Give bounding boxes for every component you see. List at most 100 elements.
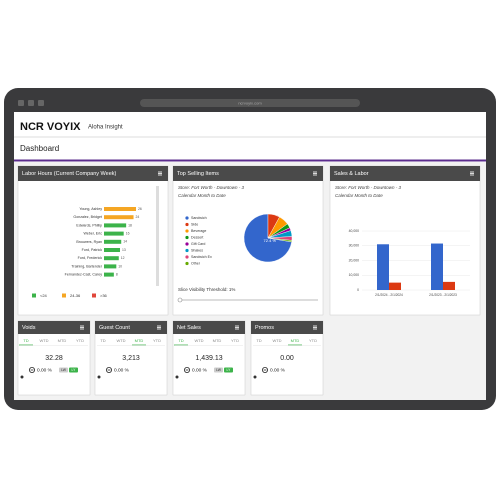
value-label: 8 (116, 272, 118, 276)
badge-label: LW (61, 368, 67, 372)
tab[interactable]: MTD (213, 338, 222, 343)
value-label: 12 (121, 256, 125, 260)
bar (104, 256, 119, 261)
browser-icon (28, 100, 34, 106)
legend-label: Side (191, 222, 198, 226)
panel (17, 165, 169, 316)
kpi-value: 1,439.13 (195, 355, 222, 362)
legend-label: Dessert (191, 235, 203, 239)
legend-dot (185, 242, 189, 246)
employee-name: Ford, Patrick (82, 248, 103, 252)
y-tick-label: 10,000 (349, 273, 359, 277)
legend-swatch (62, 293, 66, 298)
panel-title: Sales & Labor (334, 171, 369, 177)
panel-header (173, 166, 323, 181)
employee-name: Ford, Frederick (78, 256, 103, 260)
url-bar[interactable] (140, 99, 360, 107)
badge-label: LW (216, 368, 222, 372)
legend-dot (185, 261, 189, 266)
slider-knob[interactable] (177, 297, 183, 303)
bar (104, 215, 134, 220)
subtitle: Store: Fort Worth - Downtown - 3 (178, 185, 245, 190)
kpi-value: 3,213 (122, 355, 140, 362)
legend-dot (185, 248, 189, 253)
y-tick-label: 0 (357, 288, 359, 292)
panel-header (251, 321, 323, 334)
badge[interactable] (214, 367, 223, 373)
bar (431, 243, 443, 290)
bar (443, 281, 455, 290)
tab[interactable]: WTD (39, 338, 48, 343)
tab[interactable]: WTD (116, 338, 125, 343)
info-icon[interactable] (97, 375, 101, 379)
panel-header (330, 166, 480, 181)
tab[interactable]: WTD (194, 338, 203, 343)
panel-title: Labor Hours (Current Company Week) (22, 171, 117, 177)
employee-name: Training, Bartender (71, 264, 102, 268)
x-tick-label: 2/1/2024 - 2/1/2024 (375, 293, 403, 297)
panel-header (173, 321, 245, 334)
logo: NCR VOYIX (20, 121, 81, 133)
tab[interactable]: WTD (272, 338, 281, 343)
panel-title: Top Selling Items (177, 171, 219, 177)
tab[interactable]: YTD (76, 338, 84, 343)
tab[interactable]: YTD (231, 338, 239, 343)
legend-label: <24 (40, 293, 48, 298)
panel-title: Guest Count (99, 325, 130, 331)
badge-label: LY (72, 368, 77, 372)
legend-swatch (92, 293, 96, 298)
bar (104, 207, 136, 211)
tab[interactable]: YTD (153, 338, 161, 343)
employee-name: Gonzalez, Bridget (73, 215, 102, 219)
value-label: 24 (136, 215, 140, 219)
bar (389, 282, 401, 290)
browser-icon (38, 100, 44, 106)
app-name: Aloha Insight (88, 125, 123, 131)
value-label: 13 (122, 248, 126, 252)
value-label: 14 (123, 240, 127, 244)
employee-name: Weber, Eric (83, 232, 102, 236)
value-label: 18 (128, 223, 132, 227)
bar (377, 244, 389, 290)
y-tick-label: 20,000 (349, 258, 359, 262)
badge[interactable] (59, 367, 68, 373)
tab[interactable]: TD (100, 338, 105, 343)
badge-label: LY (227, 368, 232, 372)
tab[interactable]: TD (23, 338, 28, 343)
info-icon[interactable] (175, 375, 179, 379)
url: ncrvoyix.com (238, 101, 262, 106)
badge[interactable] (69, 367, 78, 373)
tab[interactable]: TD (256, 338, 261, 343)
tab[interactable]: MTD (58, 338, 67, 343)
info-icon[interactable] (20, 375, 24, 379)
subtitle: Calendar Month to Date (178, 193, 226, 198)
employee-name: Brouwers, Ryan (76, 240, 102, 244)
page-title: Dashboard (20, 144, 59, 153)
badge[interactable] (224, 367, 233, 373)
legend-label: Beverage (191, 229, 206, 233)
scrollbar (156, 186, 159, 286)
legend-dot (185, 255, 189, 259)
y-tick-label: 40,000 (349, 229, 359, 233)
subtitle: Store: Fort Worth - Downtown - 3 (335, 185, 402, 190)
bar (104, 264, 117, 269)
tab[interactable]: MTD (135, 338, 144, 343)
kpi-change: 0.00 % (192, 367, 208, 373)
tab[interactable]: TD (178, 338, 183, 343)
legend-dot (185, 222, 189, 227)
y-tick-label: 30,000 (349, 244, 359, 248)
kpi-value: 32.28 (45, 355, 63, 362)
legend-swatch (32, 293, 36, 298)
threshold-label: Slice Visibility Threshold: 1% (178, 287, 235, 292)
legend-dot (185, 235, 189, 240)
legend-label: Shakes (191, 248, 203, 252)
tab[interactable]: YTD (309, 338, 317, 343)
info-icon[interactable] (253, 375, 257, 379)
legend-label: Other (191, 261, 201, 265)
employee-name: Young, Ashley (79, 207, 102, 211)
tab[interactable]: MTD (291, 338, 300, 343)
bar (104, 272, 114, 277)
legend-label: Sandwich (191, 216, 207, 220)
